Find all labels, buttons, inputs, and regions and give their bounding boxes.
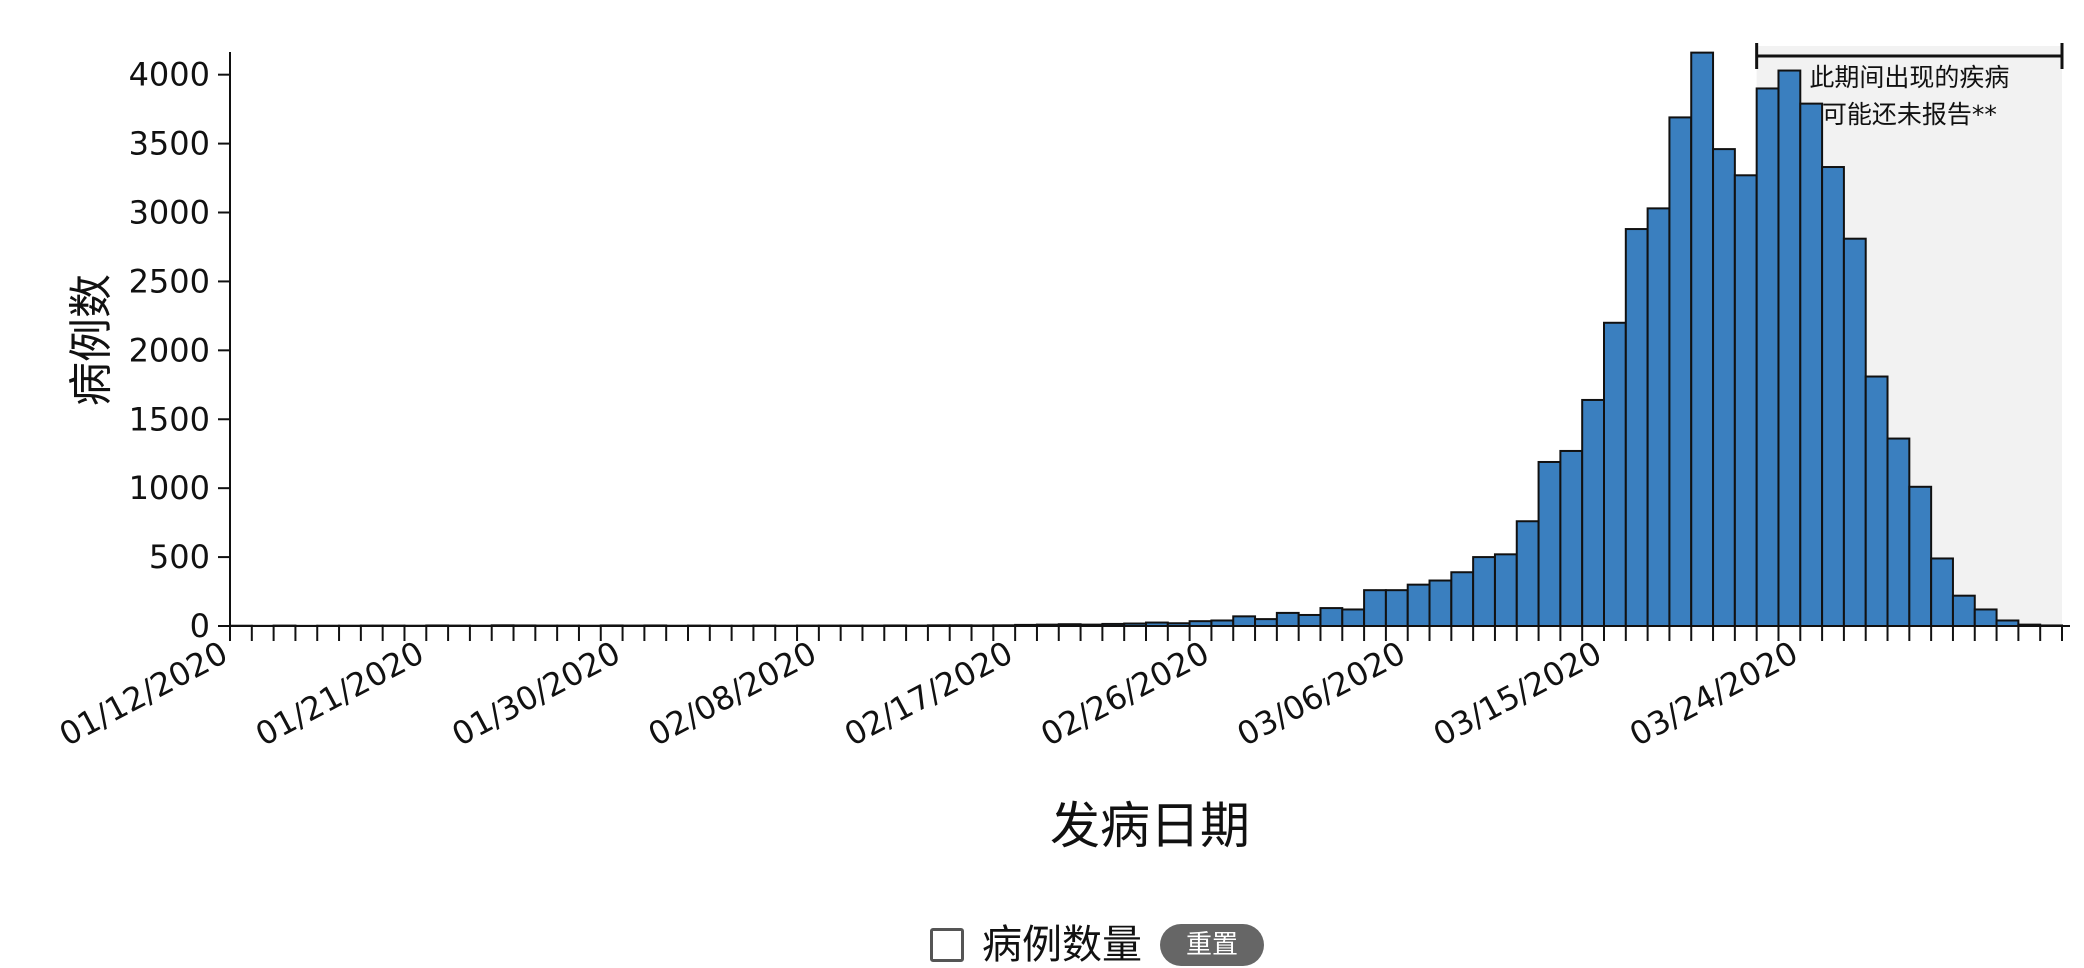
x-tick-label: 01/30/2020 [446, 634, 627, 754]
bar [1866, 377, 1888, 626]
bar [1320, 608, 1342, 626]
bar [1888, 439, 1910, 626]
bar [1277, 613, 1299, 626]
annotation-line-2: 可能还未报告** [1822, 100, 1997, 129]
bar [1800, 104, 1822, 626]
x-tick-label: 03/15/2020 [1427, 634, 1608, 754]
annotation-line-1: 此期间出现的疾病 [1809, 63, 2009, 92]
bar [1582, 400, 1604, 626]
legend-label: 病例数量 [982, 925, 1142, 965]
y-tick-label: 4000 [129, 56, 210, 94]
bar [1430, 581, 1452, 626]
bar [1626, 229, 1648, 626]
bar [1735, 175, 1757, 626]
bar [1517, 521, 1539, 626]
y-tick-label: 500 [149, 538, 210, 576]
y-tick-label: 1500 [129, 400, 210, 438]
bar [1691, 53, 1713, 626]
bar [1669, 117, 1691, 626]
bar [1451, 572, 1473, 626]
bar [1713, 149, 1735, 626]
bar [1757, 88, 1779, 626]
bar [1299, 615, 1321, 626]
bar [1342, 609, 1364, 626]
x-tick-label: 01/12/2020 [53, 634, 234, 754]
legend: 病例数量 重置 [930, 924, 1264, 966]
bar [1386, 590, 1408, 626]
legend-swatch[interactable] [930, 928, 964, 962]
bar [1648, 208, 1670, 626]
y-axis-title: 病例数 [66, 274, 117, 406]
x-tick-label: 01/21/2020 [249, 634, 430, 754]
bar [1975, 609, 1997, 626]
x-tick-label: 02/08/2020 [642, 634, 823, 754]
bars [230, 53, 2062, 626]
bar [1539, 462, 1561, 626]
bar [1844, 239, 1866, 626]
reset-button[interactable]: 重置 [1160, 924, 1264, 966]
x-tick-label: 02/17/2020 [838, 634, 1019, 754]
x-tick-label: 03/06/2020 [1231, 634, 1412, 754]
bar [1473, 557, 1495, 626]
bar [1495, 554, 1517, 626]
bar [1560, 451, 1582, 626]
bar [1822, 167, 1844, 626]
bar [1408, 585, 1430, 626]
bar [1909, 487, 1931, 626]
bar [1931, 558, 1953, 626]
y-tick-label: 3500 [129, 125, 210, 163]
x-tick-label: 02/26/2020 [1034, 634, 1215, 754]
x-axis-title: 发病日期 [1050, 797, 1250, 855]
x-tick-label: 03/24/2020 [1623, 634, 1804, 754]
y-tick-label: 2500 [129, 262, 210, 300]
bar [1604, 323, 1626, 626]
bar [1233, 616, 1255, 626]
bar [1953, 596, 1975, 626]
bar [1364, 590, 1386, 626]
bar [1255, 619, 1277, 626]
bar [1778, 71, 1800, 626]
y-tick-label: 3000 [129, 194, 210, 232]
y-tick-label: 2000 [129, 331, 210, 369]
y-tick-label: 1000 [129, 469, 210, 507]
